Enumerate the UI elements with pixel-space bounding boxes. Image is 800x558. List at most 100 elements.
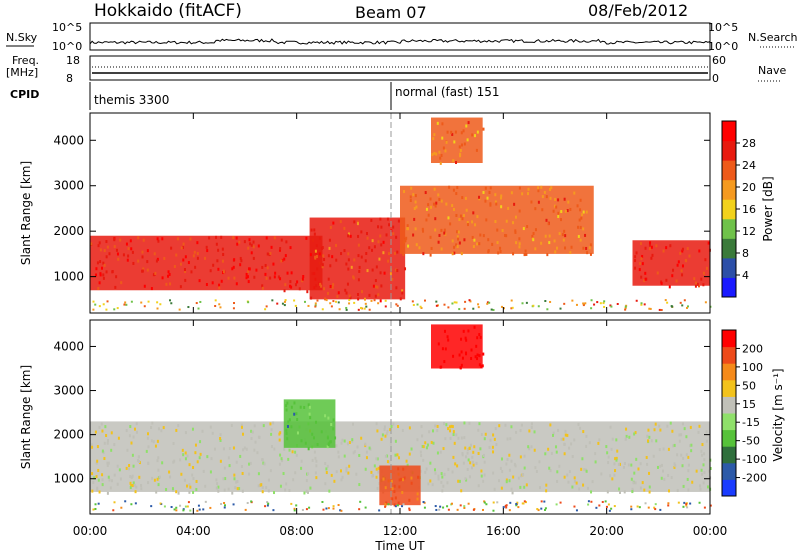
heatmap-cell xyxy=(334,436,337,440)
colorbar-tick-label: -100 xyxy=(742,453,767,466)
heatmap-cell xyxy=(407,227,410,231)
heatmap-cell xyxy=(534,207,537,211)
heatmap-cell xyxy=(585,444,588,448)
heatmap-cell xyxy=(322,508,325,511)
heatmap-cell xyxy=(581,213,584,217)
heatmap-cell xyxy=(314,304,317,307)
heatmap-cell xyxy=(339,469,342,473)
heatmap-cell xyxy=(240,259,243,263)
heatmap-cell xyxy=(194,443,197,447)
y-tick-label: 3000 xyxy=(53,384,84,398)
heatmap-cell xyxy=(386,429,389,433)
heatmap-cell xyxy=(116,464,119,468)
heatmap-cell xyxy=(639,462,642,466)
heatmap-cell xyxy=(463,505,466,508)
heatmap-cell xyxy=(648,490,651,494)
heatmap-cell xyxy=(461,451,464,455)
heatmap-cell xyxy=(434,204,437,208)
heatmap-cell xyxy=(688,254,691,258)
heatmap-cell xyxy=(436,304,439,307)
heatmap-cell xyxy=(424,470,427,474)
colorbar-swatch xyxy=(722,277,736,298)
heatmap-cell xyxy=(325,299,328,302)
heatmap-cell xyxy=(103,263,106,267)
heatmap-cell xyxy=(172,442,175,446)
heatmap-cell xyxy=(181,448,184,452)
heatmap-cell xyxy=(240,465,243,469)
heatmap-cell xyxy=(311,432,314,436)
heatmap-cell xyxy=(460,436,463,440)
colorbar-tick-label: 28 xyxy=(742,137,756,150)
heatmap-cell xyxy=(659,464,662,468)
heatmap-cell xyxy=(450,424,453,428)
heatmap-cell xyxy=(453,251,456,255)
heatmap-cell xyxy=(575,481,578,485)
heatmap-cell xyxy=(357,308,360,311)
heatmap-cell xyxy=(232,503,235,506)
heatmap-cell xyxy=(466,221,469,225)
heatmap-cell xyxy=(243,446,246,450)
heatmap-cell xyxy=(165,282,168,286)
heatmap-cell xyxy=(499,196,502,200)
heatmap-cell xyxy=(557,211,560,215)
heatmap-cell xyxy=(390,479,393,483)
heatmap-cell xyxy=(527,187,530,191)
heatmap-cell xyxy=(552,431,555,435)
heatmap-cell xyxy=(465,352,468,356)
heatmap-cell xyxy=(459,214,462,218)
heatmap-cell xyxy=(137,236,140,240)
heatmap-cell xyxy=(361,307,364,310)
heatmap-cell xyxy=(146,260,149,264)
heatmap-cell xyxy=(537,186,540,190)
heatmap-cell xyxy=(189,509,192,512)
heatmap-cell xyxy=(463,307,466,310)
heatmap-cell xyxy=(279,277,282,281)
heatmap-cell xyxy=(453,140,456,144)
heatmap-cell xyxy=(682,484,685,488)
heatmap-cell xyxy=(101,429,104,433)
nave-tick-bottom: 0 xyxy=(712,72,719,85)
heatmap-cell xyxy=(266,266,269,270)
heatmap-cell xyxy=(676,488,679,492)
heatmap-cell xyxy=(662,447,665,451)
heatmap-cell xyxy=(401,289,404,293)
heatmap-cell xyxy=(655,244,658,248)
heatmap-cell xyxy=(246,275,249,279)
heatmap-cell xyxy=(265,486,268,490)
heatmap-cell xyxy=(554,197,557,201)
heatmap-cell xyxy=(91,489,94,493)
heatmap-cell xyxy=(661,469,664,473)
heatmap-cell xyxy=(468,475,471,479)
heatmap-cell xyxy=(540,507,543,510)
heatmap-cell xyxy=(125,429,128,433)
heatmap-cell xyxy=(335,258,338,262)
heatmap-cell xyxy=(651,253,654,257)
heatmap-cell xyxy=(353,220,356,224)
heatmap-cell xyxy=(176,237,179,241)
heatmap-cell xyxy=(192,490,195,494)
heatmap-cell xyxy=(103,249,106,253)
heatmap-cell xyxy=(492,450,495,454)
heatmap-cell xyxy=(294,283,297,287)
heatmap-cell xyxy=(485,218,488,222)
heatmap-cell xyxy=(534,247,537,251)
heatmap-cell xyxy=(329,264,332,268)
heatmap-cell xyxy=(552,209,555,213)
heatmap-cell xyxy=(97,468,100,472)
heatmap-cell xyxy=(117,436,120,440)
heatmap-cell xyxy=(398,478,401,482)
heatmap-cell xyxy=(504,504,507,507)
heatmap-cell xyxy=(410,186,413,190)
heatmap-cell xyxy=(683,501,686,504)
heatmap-cell xyxy=(659,508,662,511)
heatmap-cell xyxy=(510,425,513,429)
heatmap-cell xyxy=(442,484,445,488)
heatmap-cell xyxy=(261,286,264,290)
heatmap-cell xyxy=(379,299,382,303)
heatmap-cell xyxy=(264,272,267,276)
colorbar-tick-label: 24 xyxy=(742,159,756,172)
heatmap-cell xyxy=(557,428,560,432)
heatmap-cell xyxy=(667,473,670,477)
heatmap-cell xyxy=(480,364,483,368)
